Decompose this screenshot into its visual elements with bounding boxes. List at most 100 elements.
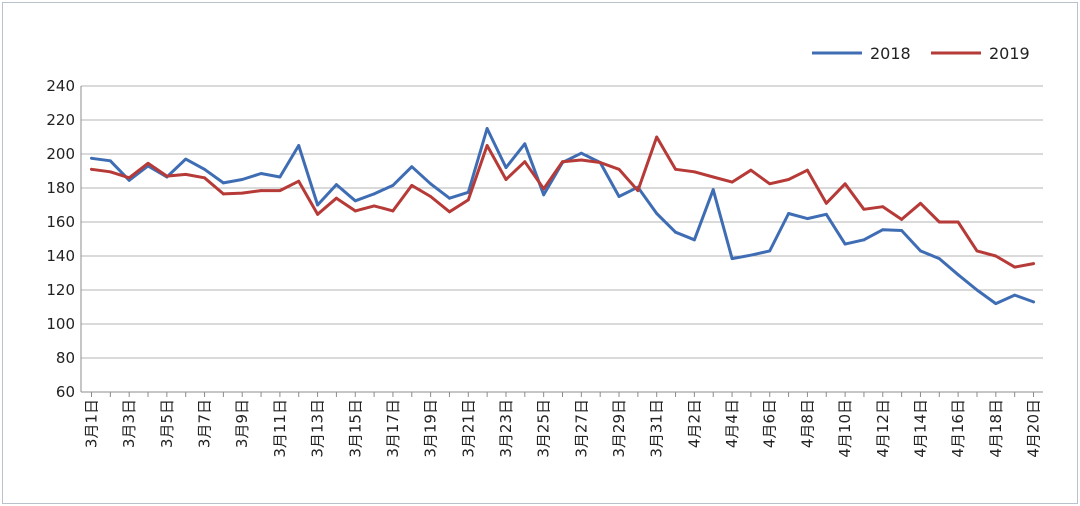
- data-point-2018: [429, 182, 433, 186]
- data-point-2019: [919, 201, 922, 205]
- data-point-2018: [278, 175, 282, 179]
- data-point-2018: [617, 195, 621, 198]
- data-point-2019: [843, 182, 847, 186]
- data-point-2018: [749, 253, 753, 257]
- data-point-2019: [862, 207, 866, 211]
- data-point-2019: [994, 254, 998, 258]
- data-point-2018: [410, 165, 414, 169]
- x-tick-label: 3月19日: [422, 399, 440, 458]
- data-point-2018: [391, 184, 395, 187]
- x-tick-label: 3月15日: [346, 399, 364, 458]
- data-point-2018: [937, 257, 941, 260]
- data-point-2019: [881, 205, 885, 209]
- data-point-2018: [108, 159, 112, 163]
- data-point-2018: [221, 181, 225, 185]
- data-point-2018: [542, 193, 546, 197]
- data-point-2018: [692, 238, 696, 242]
- data-point-2018: [353, 199, 357, 203]
- data-point-2019: [221, 192, 225, 196]
- data-point-2019: [787, 178, 790, 181]
- data-point-2018: [711, 188, 715, 192]
- data-point-2019: [1032, 262, 1035, 266]
- line-chart: 60 80 100 120 140 160 180 200 220 240 3月1日 3月3日 3月5…: [46, 44, 1043, 458]
- data-point-2019: [203, 176, 206, 180]
- data-point-2018: [843, 242, 847, 246]
- data-point-2019: [165, 174, 169, 178]
- data-point-2019: [335, 196, 338, 200]
- y-axis-ticks: 60 80 100 120 140 160 180 200 220 240: [46, 77, 75, 401]
- x-tick-label: 3月27日: [572, 399, 590, 458]
- x-tick-label: 3月11日: [271, 399, 289, 458]
- data-point-2019: [259, 189, 263, 192]
- data-point-2019: [485, 144, 489, 147]
- y-tick-label: 240: [46, 77, 75, 95]
- data-point-2019: [466, 198, 470, 202]
- data-point-2019: [353, 209, 357, 213]
- data-point-2018: [203, 167, 206, 171]
- data-point-2019: [956, 220, 960, 224]
- data-point-2018: [900, 229, 904, 232]
- data-point-2018: [448, 196, 451, 200]
- legend-label-2018: 2018: [870, 44, 911, 63]
- x-tick-label: 3月9日: [233, 399, 251, 448]
- legend: 2018 2019: [812, 44, 1030, 63]
- data-point-2019: [1013, 265, 1017, 269]
- data-point-2019: [692, 170, 696, 174]
- data-point-2018: [579, 151, 583, 155]
- x-tick-label: 4月8日: [798, 399, 816, 448]
- data-point-2019: [146, 161, 150, 165]
- x-tick-label: 3月17日: [384, 399, 402, 458]
- data-point-2018: [184, 157, 188, 161]
- y-tick-label: 160: [46, 213, 75, 231]
- data-point-2018: [994, 302, 998, 305]
- x-tick-label: 4月14日: [911, 399, 929, 458]
- y-tick-label: 100: [46, 315, 75, 333]
- legend-label-2019: 2019: [989, 44, 1030, 63]
- data-point-2018: [485, 127, 489, 130]
- data-point-2018: [824, 212, 828, 216]
- x-tick-label: 4月10日: [836, 399, 854, 458]
- data-point-2019: [749, 168, 753, 172]
- data-point-2019: [711, 175, 715, 179]
- data-point-2018: [466, 190, 470, 194]
- data-point-2019: [127, 176, 131, 180]
- data-point-2019: [824, 201, 828, 205]
- data-point-2018: [259, 172, 263, 175]
- x-tick-label: 3月23日: [497, 399, 515, 458]
- data-point-2018: [862, 238, 866, 242]
- data-point-2019: [542, 187, 546, 191]
- data-point-2019: [523, 160, 527, 164]
- y-tick-label: 140: [46, 247, 75, 265]
- x-tick-label: 4月4日: [723, 399, 741, 448]
- data-point-2019: [297, 179, 301, 183]
- data-point-2019: [108, 170, 112, 174]
- x-tick-label: 3月1日: [83, 399, 101, 448]
- data-point-2019: [806, 168, 809, 172]
- data-point-2018: [335, 183, 338, 187]
- data-point-2019: [184, 173, 188, 176]
- series-lines: [90, 127, 1035, 306]
- data-point-2019: [655, 135, 659, 139]
- x-tick-label: 4月2日: [685, 399, 703, 448]
- x-tick-label: 3月3日: [120, 399, 138, 448]
- data-point-2019: [316, 212, 319, 216]
- x-tick-label: 3月25日: [535, 399, 553, 458]
- data-point-2019: [391, 209, 395, 213]
- data-point-2018: [768, 249, 772, 253]
- x-tick-label: 4月18日: [987, 399, 1005, 458]
- data-point-2018: [956, 273, 960, 277]
- data-point-2019: [278, 189, 282, 192]
- y-tick-label: 80: [56, 349, 75, 367]
- x-tick-label: 4月16日: [949, 399, 967, 458]
- y-tick-label: 60: [56, 383, 75, 401]
- data-point-2018: [806, 217, 809, 221]
- data-point-2019: [975, 249, 979, 253]
- data-point-2019: [448, 210, 451, 214]
- data-point-2018: [297, 144, 301, 147]
- data-point-2018: [1032, 300, 1035, 304]
- y-tick-label: 200: [46, 145, 75, 163]
- x-tick-label: 3月31日: [648, 399, 666, 458]
- y-tick-label: 120: [46, 281, 75, 299]
- x-axis: 3月1日 3月3日 3月5日 3月7日 3月9日 3月11日 3月13日 3月15日 3月17日…: [80, 86, 1043, 458]
